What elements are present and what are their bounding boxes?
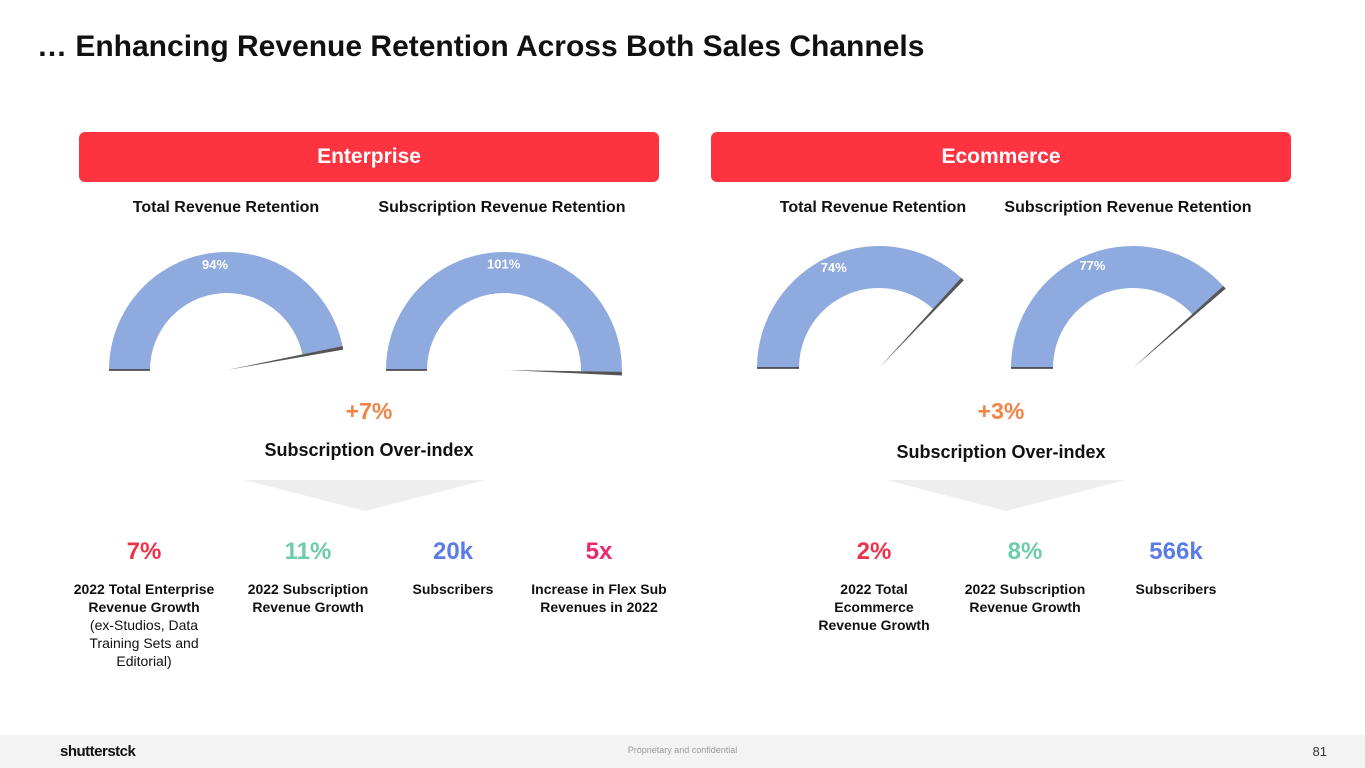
enterprise-subscription-retention-label: Subscription Revenue Retention bbox=[378, 199, 626, 216]
ecommerce-chevron bbox=[886, 480, 1126, 511]
gauge-arc bbox=[109, 252, 343, 370]
ecommerce-total-retention-label: Total Revenue Retention bbox=[779, 199, 967, 216]
enterprise-subscription-gauge: 101% bbox=[386, 251, 622, 376]
stat-label-text: 2022 Subscription Revenue Growth bbox=[247, 581, 369, 615]
gauge-needle bbox=[504, 370, 622, 376]
enterprise-delta: +7% bbox=[345, 398, 393, 424]
stat-label-text: 2022 Total Ecommerce Revenue Growth bbox=[818, 581, 930, 633]
enterprise-stat-value: 20k bbox=[432, 538, 474, 565]
ecommerce-subscription-gauge: 77% bbox=[1011, 245, 1226, 369]
enterprise-stat-value: 7% bbox=[126, 538, 162, 565]
confidential-note: Proprietary and confidential bbox=[627, 745, 738, 755]
enterprise-banner: Enterprise bbox=[79, 132, 659, 182]
shutterstock-logo: shutterstck bbox=[60, 743, 136, 760]
stat-label-text: Subscribers bbox=[1135, 581, 1217, 597]
gauge-value-label: 74% bbox=[821, 260, 847, 275]
ecommerce-stat-value: 566k bbox=[1149, 538, 1203, 565]
enterprise-stat-value: 11% bbox=[284, 538, 332, 565]
enterprise-stat-label: 2022 Subscription Revenue Growth bbox=[228, 580, 388, 616]
enterprise-total-retention-label: Total Revenue Retention bbox=[132, 199, 320, 216]
enterprise-stat-value: 5x bbox=[585, 538, 613, 565]
enterprise-over-index-label: Subscription Over-index bbox=[264, 440, 474, 460]
retention-gauges: 94% 101% 74% 77% bbox=[109, 245, 1226, 376]
stat-label-text: 2022 Subscription Revenue Growth bbox=[964, 581, 1086, 615]
gauge-needle bbox=[879, 277, 964, 368]
enterprise-stat-label: Subscribers bbox=[373, 580, 533, 598]
stat-label-text: Increase in Flex Sub Revenues in 2022 bbox=[531, 581, 667, 615]
gauge-needle bbox=[1133, 285, 1226, 368]
ecommerce-subscription-retention-label: Subscription Revenue Retention bbox=[1004, 199, 1252, 216]
ecommerce-banner: Ecommerce bbox=[711, 132, 1291, 182]
ecommerce-stat-label: 2022 Total Ecommerce Revenue Growth bbox=[814, 580, 934, 634]
ecommerce-total-gauge: 74% bbox=[757, 246, 964, 369]
ecommerce-stat-value: 2% bbox=[856, 538, 892, 565]
gauge-arc bbox=[757, 246, 963, 368]
gauge-arc bbox=[1011, 245, 1225, 368]
enterprise-stat-label: 2022 Total Enterprise Revenue Growth (ex… bbox=[64, 580, 224, 670]
gauge-arc bbox=[386, 251, 622, 374]
enterprise-stat-label: Increase in Flex Sub Revenues in 2022 bbox=[529, 580, 669, 616]
ecommerce-stat-label: Subscribers bbox=[1096, 580, 1256, 598]
ecommerce-over-index-label: Subscription Over-index bbox=[896, 442, 1106, 462]
page-number: 81 bbox=[1312, 744, 1327, 759]
gauge-value-label: 101% bbox=[487, 257, 521, 272]
gauge-value-label: 94% bbox=[202, 257, 228, 272]
stat-label-text: 2022 Total Enterprise Revenue Growth bbox=[73, 581, 215, 615]
page-title: … Enhancing Revenue Retention Across Bot… bbox=[37, 30, 925, 63]
enterprise-total-gauge: 94% bbox=[109, 252, 344, 371]
gauge-value-label: 77% bbox=[1079, 258, 1105, 273]
ecommerce-stat-label: 2022 Subscription Revenue Growth bbox=[945, 580, 1105, 616]
enterprise-chevron bbox=[244, 480, 486, 511]
stat-label-text: Subscribers bbox=[412, 581, 494, 597]
ecommerce-delta: +3% bbox=[977, 398, 1025, 424]
gauge-needle bbox=[227, 346, 344, 370]
footer-bar bbox=[0, 735, 1365, 768]
ecommerce-stat-value: 8% bbox=[1007, 538, 1043, 565]
stat-note-text: (ex-Studios, Data Training Sets and Edit… bbox=[89, 617, 199, 669]
